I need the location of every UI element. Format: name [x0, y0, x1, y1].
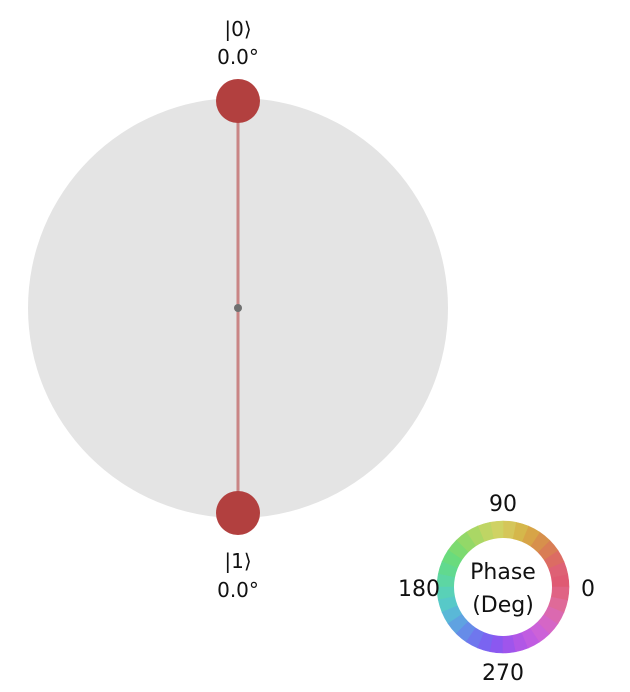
phase-wheel-legend: Phase (Deg) 90 0 180 270 — [398, 492, 595, 686]
phase-wheel-label-0: 0 — [581, 577, 595, 602]
state-0-marker — [216, 79, 260, 123]
state-1-marker — [216, 491, 260, 535]
phase-wheel-label-270: 270 — [482, 661, 524, 686]
state-1-phase-text: 0.0° — [217, 578, 259, 602]
state-0-group: |0⟩ 0.0° — [216, 17, 260, 123]
state-1-group: |1⟩ 0.0° — [216, 491, 260, 602]
state-0-phase-text: 0.0° — [217, 45, 259, 69]
state-1-label: |1⟩ — [224, 549, 251, 573]
phase-wheel-label-180: 180 — [398, 577, 440, 602]
phase-wheel-title-line-2: (Deg) — [472, 593, 534, 618]
phase-wheel-title-line-1: Phase — [470, 560, 536, 585]
phase-wheel-ring — [436, 520, 570, 654]
state-0-label: |0⟩ — [224, 17, 251, 41]
sphere-center-dot — [234, 304, 242, 312]
phase-wheel-center — [454, 538, 552, 636]
phase-wheel-label-90: 90 — [489, 492, 517, 517]
